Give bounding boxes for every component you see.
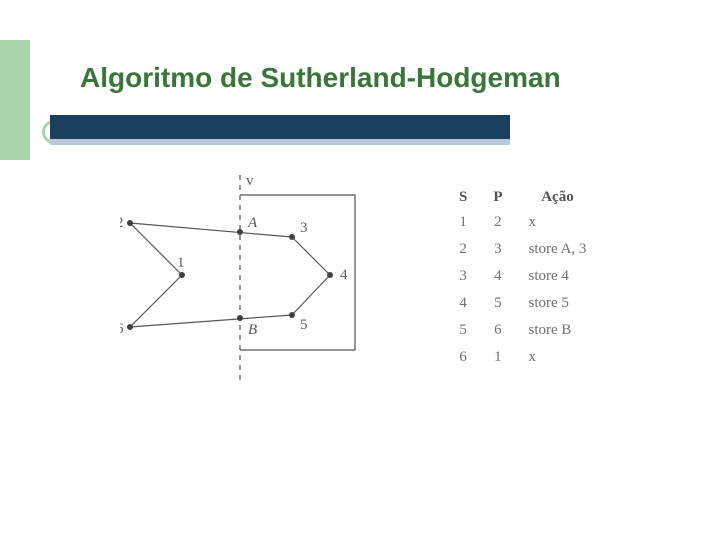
polygon-diagram: 1 2 3 4 5 6 A Bv	[120, 175, 380, 400]
polygon-edge	[292, 275, 330, 315]
table-header: S	[447, 187, 479, 208]
vertex-dot	[127, 220, 133, 226]
accent-stripe	[0, 40, 30, 160]
table-cell: 5	[447, 318, 479, 343]
vertex-label: 6	[120, 321, 124, 337]
polygon-edge	[130, 223, 182, 275]
table-cell: store A, 3	[517, 237, 599, 262]
clip-axis-label: v	[246, 175, 254, 189]
table-cell: store 4	[517, 264, 599, 289]
table-row: 45store 5	[447, 291, 598, 316]
vertex-dot	[179, 272, 185, 278]
polygon-edge	[130, 223, 292, 237]
vertex-label: 3	[300, 220, 308, 236]
table-cell: 1	[481, 345, 514, 370]
table-cell: x	[517, 210, 599, 235]
table-header: Ação	[517, 187, 599, 208]
polygon-edge	[292, 237, 330, 275]
polygon-edge	[130, 275, 182, 327]
table-cell: 1	[447, 210, 479, 235]
vertex-dot	[327, 272, 333, 278]
vertex-dot	[289, 312, 295, 318]
table-cell: 6	[447, 345, 479, 370]
vertex-dot	[127, 324, 133, 330]
vertex-label: 2	[120, 215, 124, 231]
action-table: SPAção 12x23store A, 334store 445store 5…	[445, 185, 600, 372]
table-row: 34store 4	[447, 264, 598, 289]
table-cell: 2	[447, 237, 479, 262]
table-cell: 6	[481, 318, 514, 343]
intersection-label: B	[248, 322, 257, 338]
table-cell: 2	[481, 210, 514, 235]
intersection-dot	[237, 315, 243, 321]
polygon-edge	[130, 315, 292, 327]
intersection-label: A	[247, 215, 258, 231]
table-cell: x	[517, 345, 599, 370]
table-row: 23store A, 3	[447, 237, 598, 262]
table-row: 61x	[447, 345, 598, 370]
vertex-label: 4	[340, 267, 348, 283]
vertex-label: 1	[177, 255, 185, 271]
table-cell: 5	[481, 291, 514, 316]
vertex-label: 5	[300, 317, 308, 333]
table-cell: store B	[517, 318, 599, 343]
table-header: P	[481, 187, 514, 208]
clip-box	[240, 195, 355, 350]
table-cell: 3	[447, 264, 479, 289]
table-cell: 4	[447, 291, 479, 316]
table-row: 56store B	[447, 318, 598, 343]
title-underline	[50, 115, 510, 145]
table-cell: 4	[481, 264, 514, 289]
intersection-dot	[237, 229, 243, 235]
table-row: 12x	[447, 210, 598, 235]
vertex-dot	[289, 234, 295, 240]
table-cell: store 5	[517, 291, 599, 316]
table-cell: 3	[481, 237, 514, 262]
slide-title: Algoritmo de Sutherland-Hodgeman	[80, 62, 561, 94]
